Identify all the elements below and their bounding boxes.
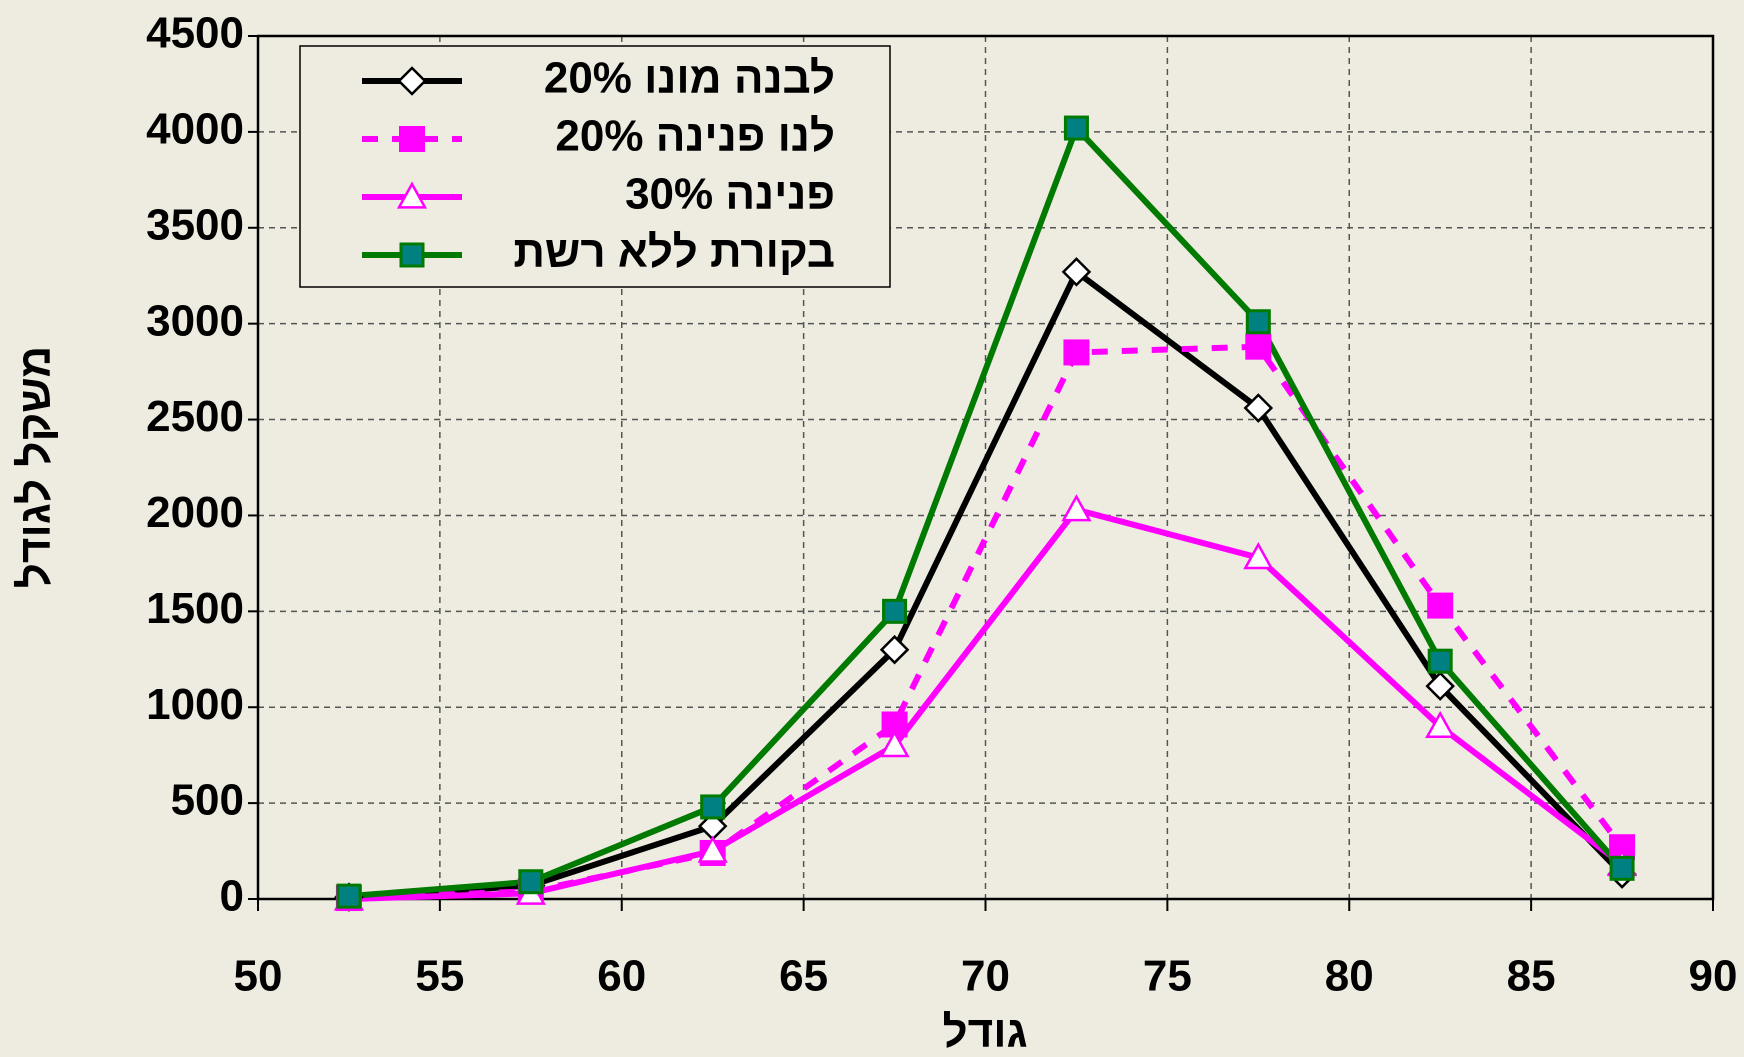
- marker: [1063, 339, 1090, 366]
- legend-marker: [399, 126, 425, 152]
- y-axis-label: משקל לגודל: [11, 346, 60, 589]
- legend-marker: [396, 181, 428, 209]
- x-tick-label: 55: [415, 952, 464, 1001]
- marker: [879, 730, 910, 758]
- marker: [879, 634, 910, 665]
- x-tick-label: 90: [1689, 952, 1738, 1001]
- marker: [1243, 542, 1274, 570]
- x-axis-label: גודל: [942, 1008, 1027, 1057]
- y-tick-label: 1000: [146, 680, 244, 729]
- x-tick-label: 70: [961, 952, 1010, 1001]
- marker: [1061, 494, 1092, 522]
- legend-marker: [399, 242, 425, 268]
- plot-frame: [256, 34, 1715, 901]
- legend-box: [299, 45, 891, 288]
- marker: [1245, 333, 1272, 360]
- legend-marker: [397, 66, 427, 96]
- marker: [518, 869, 544, 895]
- marker: [697, 835, 728, 863]
- y-tick-label: 3500: [146, 200, 244, 249]
- x-tick-label: 80: [1325, 952, 1374, 1001]
- y-tick-label: 500: [171, 776, 244, 825]
- marker: [882, 598, 908, 624]
- legend-label: פנינה 30%: [625, 170, 835, 219]
- y-tick-label: 0: [220, 872, 244, 921]
- legend-label: לבנה מונו 20%: [544, 54, 835, 103]
- marker: [1609, 855, 1635, 881]
- series-line: [348, 268, 1625, 901]
- legend-label: בקורת ללא רשת: [513, 228, 835, 277]
- series-line: [348, 125, 1625, 900]
- marker: [1427, 648, 1453, 674]
- x-tick-label: 75: [1143, 952, 1192, 1001]
- marker: [336, 883, 362, 909]
- x-tick-label: 50: [234, 952, 283, 1001]
- x-tick-label: 85: [1507, 952, 1556, 1001]
- legend-label: לנו פנינה 20%: [555, 112, 835, 161]
- marker: [1425, 671, 1455, 701]
- y-tick-label: 2500: [146, 392, 244, 441]
- marker: [1245, 309, 1271, 335]
- x-tick-label: 65: [779, 952, 828, 1001]
- y-tick-label: 3000: [146, 296, 244, 345]
- marker: [1425, 710, 1456, 739]
- y-tick-label: 2000: [146, 488, 244, 537]
- marker: [1061, 257, 1092, 287]
- marker: [1063, 115, 1089, 141]
- marker: [700, 794, 726, 820]
- y-tick-label: 1500: [146, 584, 244, 633]
- marker: [1427, 592, 1454, 619]
- marker: [1243, 393, 1274, 423]
- y-tick-label: 4000: [146, 105, 244, 154]
- y-tick-label: 4500: [146, 9, 244, 58]
- series-line: [348, 506, 1624, 902]
- x-tick-label: 60: [597, 952, 646, 1001]
